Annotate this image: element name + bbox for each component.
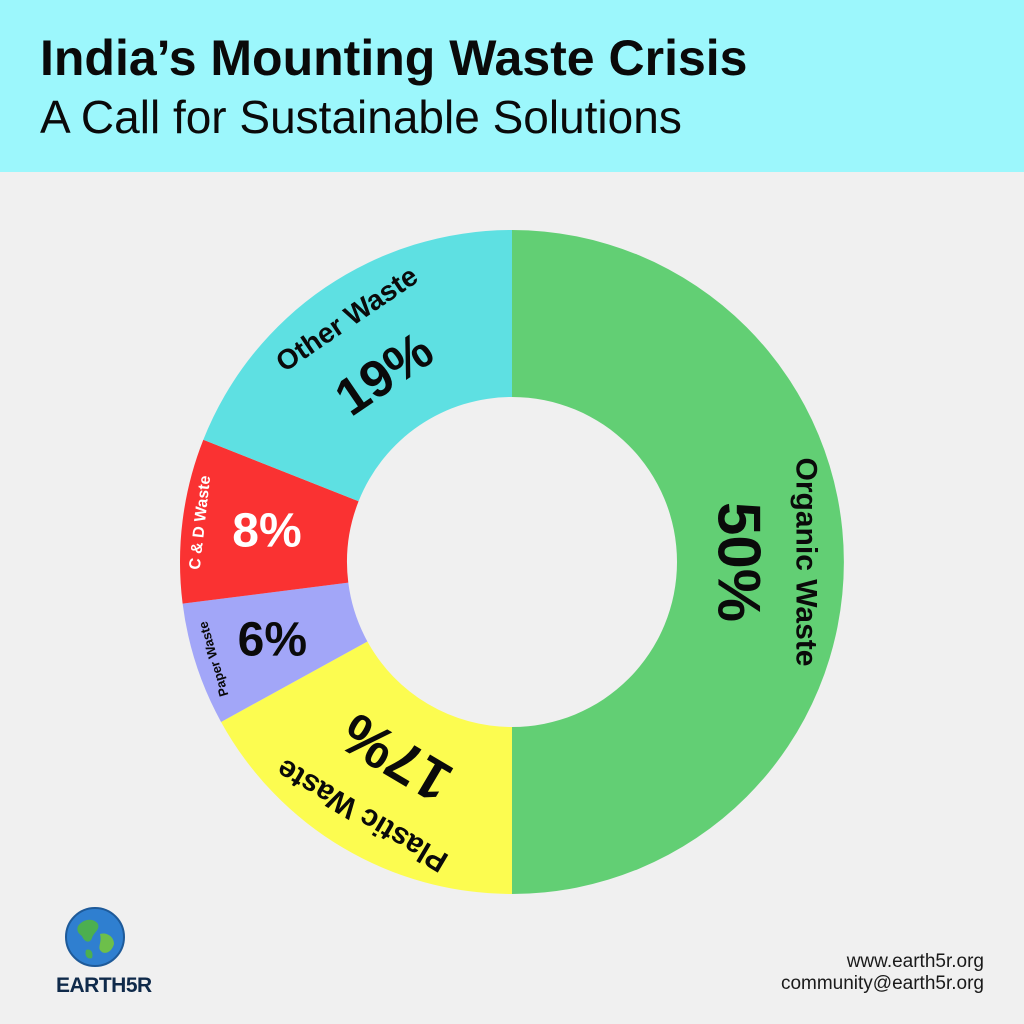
page-subtitle: A Call for Sustainable Solutions bbox=[40, 91, 682, 143]
slice-paper-waste bbox=[182, 582, 368, 722]
brand-name: EARTH5R bbox=[56, 974, 152, 997]
website-link[interactable]: www.earth5r.org bbox=[846, 951, 984, 972]
slice-c-and-d-waste bbox=[180, 439, 359, 604]
slice-other-waste bbox=[203, 230, 512, 502]
slice-value-paper-waste: 6% bbox=[238, 613, 307, 666]
slice-name-organic-waste: Organic Waste bbox=[790, 458, 823, 667]
header-banner: India’s Mounting Waste Crisis A Call for… bbox=[0, 0, 1024, 172]
slice-value-organic-waste: 50% bbox=[706, 502, 773, 622]
contact-block: www.earth5r.org community@earth5r.org bbox=[781, 951, 984, 995]
email-link[interactable]: community@earth5r.org bbox=[780, 973, 984, 994]
brand-logo: EARTH5R bbox=[56, 902, 152, 1002]
page-title: India’s Mounting Waste Crisis bbox=[40, 30, 748, 86]
slice-label-organic-waste: Organic Waste 50% bbox=[706, 458, 823, 667]
slice-organic-waste bbox=[512, 230, 844, 894]
slice-value-c-and-d-waste: 8% bbox=[232, 505, 301, 558]
globe-icon bbox=[65, 907, 125, 967]
slice-plastic-waste bbox=[221, 641, 513, 894]
